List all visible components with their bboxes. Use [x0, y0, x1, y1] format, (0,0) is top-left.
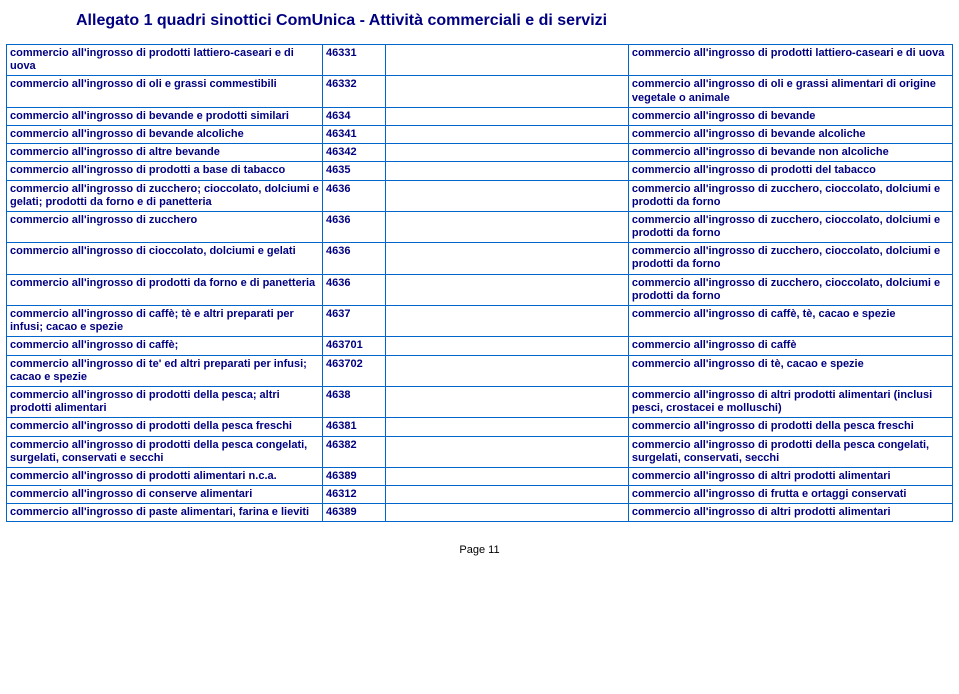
cell-code: 46382 — [323, 436, 386, 467]
data-table: commercio all'ingrosso di prodotti latti… — [6, 44, 953, 522]
cell-right: commercio all'ingrosso di tè, cacao e sp… — [628, 355, 952, 386]
cell-middle — [385, 211, 628, 242]
cell-middle — [385, 107, 628, 125]
cell-code: 46332 — [323, 76, 386, 107]
cell-left: commercio all'ingrosso di prodotti della… — [7, 418, 323, 436]
table-row: commercio all'ingrosso di zucchero4636 co… — [7, 211, 953, 242]
cell-left: commercio all'ingrosso di cioccolato, do… — [7, 243, 323, 274]
cell-middle — [385, 180, 628, 211]
table-row: commercio all'ingrosso di cioccolato, do… — [7, 243, 953, 274]
cell-middle — [385, 274, 628, 305]
cell-code: 463701 — [323, 337, 386, 355]
cell-left: commercio all'ingrosso di oli e grassi c… — [7, 76, 323, 107]
cell-left: commercio all'ingrosso di prodotti latti… — [7, 45, 323, 76]
table-row: commercio all'ingrosso di caffè; tè e al… — [7, 306, 953, 337]
cell-middle — [385, 125, 628, 143]
cell-middle — [385, 418, 628, 436]
table-row: commercio all'ingrosso di prodotti della… — [7, 418, 953, 436]
cell-code: 4637 — [323, 306, 386, 337]
cell-code: 4635 — [323, 162, 386, 180]
cell-left: commercio all'ingrosso di caffè; tè e al… — [7, 306, 323, 337]
cell-code: 46331 — [323, 45, 386, 76]
cell-left: commercio all'ingrosso di caffè; — [7, 337, 323, 355]
cell-code: 4636 — [323, 243, 386, 274]
cell-right: commercio all'ingrosso di altri prodotti… — [628, 386, 952, 417]
cell-right: commercio all'ingrosso di bevande alcoli… — [628, 125, 952, 143]
cell-middle — [385, 386, 628, 417]
cell-right: commercio all'ingrosso di caffè, tè, cac… — [628, 306, 952, 337]
cell-code: 4636 — [323, 274, 386, 305]
table-row: commercio all'ingrosso di altre bevande4… — [7, 144, 953, 162]
cell-code: 4636 — [323, 211, 386, 242]
table-row: commercio all'ingrosso di paste alimenta… — [7, 504, 953, 522]
cell-code: 4638 — [323, 386, 386, 417]
cell-left: commercio all'ingrosso di prodotti alime… — [7, 467, 323, 485]
table-row: commercio all'ingrosso di prodotti da fo… — [7, 274, 953, 305]
table-row: commercio all'ingrosso di conserve alime… — [7, 486, 953, 504]
cell-right: commercio all'ingrosso di altri prodotti… — [628, 504, 952, 522]
cell-left: commercio all'ingrosso di zucchero — [7, 211, 323, 242]
page-title: Allegato 1 quadri sinottici ComUnica - A… — [6, 8, 953, 44]
cell-left: commercio all'ingrosso di bevande alcoli… — [7, 125, 323, 143]
cell-right: commercio all'ingrosso di oli e grassi a… — [628, 76, 952, 107]
cell-left: commercio all'ingrosso di te' ed altri p… — [7, 355, 323, 386]
cell-right: commercio all'ingrosso di caffè — [628, 337, 952, 355]
cell-left: commercio all'ingrosso di bevande e prod… — [7, 107, 323, 125]
page-footer: Page 11 — [6, 522, 953, 556]
cell-left: commercio all'ingrosso di paste alimenta… — [7, 504, 323, 522]
cell-code: 4634 — [323, 107, 386, 125]
table-row: commercio all'ingrosso di prodotti della… — [7, 386, 953, 417]
cell-code: 46389 — [323, 467, 386, 485]
cell-code: 46381 — [323, 418, 386, 436]
cell-code: 463702 — [323, 355, 386, 386]
cell-left: commercio all'ingrosso di conserve alime… — [7, 486, 323, 504]
cell-code: 4636 — [323, 180, 386, 211]
cell-right: commercio all'ingrosso di altri prodotti… — [628, 467, 952, 485]
cell-right: commercio all'ingrosso di zucchero, cioc… — [628, 274, 952, 305]
cell-middle — [385, 486, 628, 504]
cell-middle — [385, 467, 628, 485]
table-row: commercio all'ingrosso di bevande alcoli… — [7, 125, 953, 143]
cell-left: commercio all'ingrosso di altre bevande — [7, 144, 323, 162]
cell-middle — [385, 337, 628, 355]
cell-middle — [385, 76, 628, 107]
cell-right: commercio all'ingrosso di prodotti della… — [628, 436, 952, 467]
cell-right: commercio all'ingrosso di prodotti del t… — [628, 162, 952, 180]
cell-right: commercio all'ingrosso di zucchero, cioc… — [628, 211, 952, 242]
cell-right: commercio all'ingrosso di zucchero, cioc… — [628, 243, 952, 274]
cell-code: 46342 — [323, 144, 386, 162]
table-row: commercio all'ingrosso di zucchero; cioc… — [7, 180, 953, 211]
cell-middle — [385, 144, 628, 162]
cell-code: 46389 — [323, 504, 386, 522]
cell-left: commercio all'ingrosso di zucchero; cioc… — [7, 180, 323, 211]
cell-code: 46312 — [323, 486, 386, 504]
document-page: Allegato 1 quadri sinottici ComUnica - A… — [0, 0, 959, 566]
table-row: commercio all'ingrosso di prodotti della… — [7, 436, 953, 467]
cell-right: commercio all'ingrosso di prodotti latti… — [628, 45, 952, 76]
cell-right: commercio all'ingrosso di zucchero, cioc… — [628, 180, 952, 211]
cell-middle — [385, 504, 628, 522]
cell-middle — [385, 162, 628, 180]
cell-right: commercio all'ingrosso di frutta e ortag… — [628, 486, 952, 504]
cell-right: commercio all'ingrosso di bevande non al… — [628, 144, 952, 162]
table-row: commercio all'ingrosso di bevande e prod… — [7, 107, 953, 125]
table-row: commercio all'ingrosso di te' ed altri p… — [7, 355, 953, 386]
table-row: commercio all'ingrosso di prodotti alime… — [7, 467, 953, 485]
table-row: commercio all'ingrosso di prodotti a bas… — [7, 162, 953, 180]
table-row: commercio all'ingrosso di prodotti latti… — [7, 45, 953, 76]
table-row: commercio all'ingrosso di caffè;463701 co… — [7, 337, 953, 355]
cell-middle — [385, 45, 628, 76]
cell-left: commercio all'ingrosso di prodotti della… — [7, 386, 323, 417]
table-row: commercio all'ingrosso di oli e grassi c… — [7, 76, 953, 107]
cell-right: commercio all'ingrosso di bevande — [628, 107, 952, 125]
cell-left: commercio all'ingrosso di prodotti della… — [7, 436, 323, 467]
cell-middle — [385, 306, 628, 337]
cell-right: commercio all'ingrosso di prodotti della… — [628, 418, 952, 436]
cell-middle — [385, 436, 628, 467]
cell-middle — [385, 243, 628, 274]
cell-left: commercio all'ingrosso di prodotti a bas… — [7, 162, 323, 180]
cell-middle — [385, 355, 628, 386]
cell-left: commercio all'ingrosso di prodotti da fo… — [7, 274, 323, 305]
cell-code: 46341 — [323, 125, 386, 143]
